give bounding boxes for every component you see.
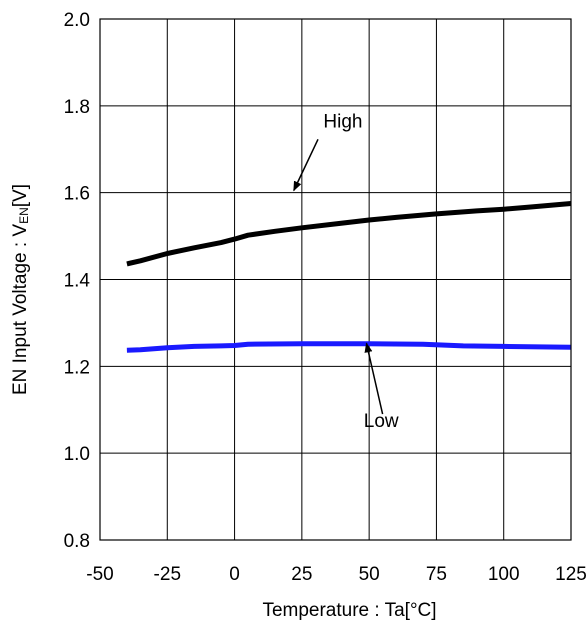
x-tick-label: -25 [154, 564, 181, 585]
y-axis-title-subscript: EN [17, 207, 31, 224]
y-tick-label: 2.0 [64, 10, 90, 31]
y-tick-label: 1.4 [64, 271, 91, 292]
series-line-2 [126, 341, 572, 353]
x-tick-label: 25 [291, 564, 312, 585]
series-layer [126, 201, 572, 353]
y-tick-label: 0.8 [64, 531, 90, 552]
x-tick-label: 50 [359, 564, 380, 585]
x-tick-label: 125 [555, 564, 587, 585]
y-tick-label: 1.0 [64, 444, 90, 465]
x-tick-label: 75 [426, 564, 447, 585]
series-line-1 [126, 201, 572, 267]
x-tick-label: -50 [86, 564, 113, 585]
x-tick-label: 100 [488, 564, 520, 585]
annotation-arrow [293, 138, 319, 192]
y-axis-title: EN Input Voltage : VEN[V] [10, 184, 31, 395]
annotation-label: High [323, 112, 362, 133]
annotation-arrow [364, 342, 384, 415]
x-tick-label: 0 [229, 564, 240, 585]
annotation-label: Low [364, 411, 399, 432]
tick-labels: -50 -25 0 25 50 75 100 125 0.8 1.0 1.2 1.4 1.6 1.8 2.0 [64, 10, 587, 585]
plot-frame [99, 18, 572, 541]
y-axis-title-main: EN Input Voltage : V [10, 224, 31, 395]
y-tick-label: 1.6 [64, 184, 90, 205]
y-axis-title-unit: [V] [10, 184, 31, 207]
y-tick-label: 1.8 [64, 97, 90, 118]
x-axis-title: Temperature : Ta[°C] [262, 600, 436, 621]
annotations: High Low [293, 112, 399, 432]
y-tick-label: 1.2 [64, 357, 90, 378]
